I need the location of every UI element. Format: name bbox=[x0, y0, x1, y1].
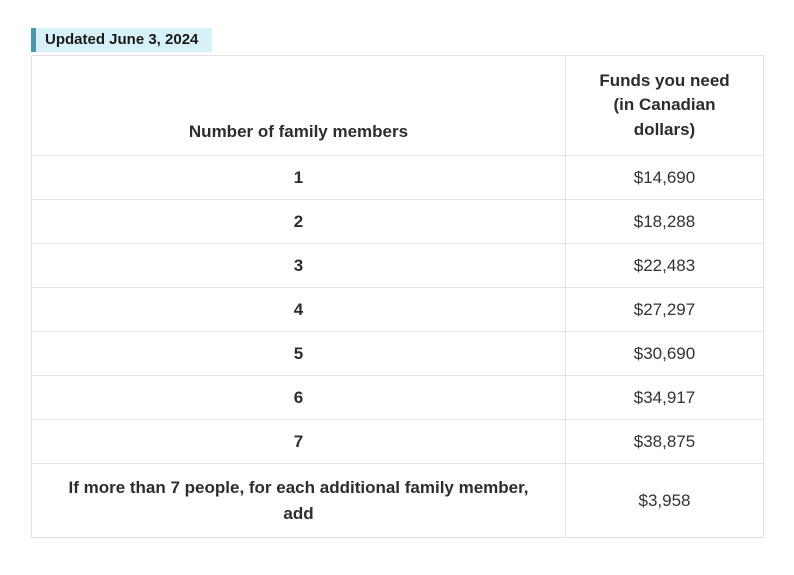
table-row: 3 $22,483 bbox=[31, 243, 764, 288]
members-cell: 3 bbox=[31, 243, 566, 288]
members-cell: 2 bbox=[31, 199, 566, 244]
funds-cell: $3,958 bbox=[565, 463, 764, 538]
members-cell: 5 bbox=[31, 331, 566, 376]
updated-badge-label: Updated June 3, 2024 bbox=[45, 31, 199, 48]
table-header: Number of family members Funds you need … bbox=[31, 55, 764, 156]
header-number-of-family-members: Number of family members bbox=[31, 55, 566, 156]
funds-table: Number of family members Funds you need … bbox=[31, 55, 764, 538]
table-row: 1 $14,690 bbox=[31, 155, 764, 200]
table-row: If more than 7 people, for each addition… bbox=[31, 463, 764, 538]
table-row: 7 $38,875 bbox=[31, 419, 764, 464]
table-row: 5 $30,690 bbox=[31, 331, 764, 376]
table-header-row: Number of family members Funds you need … bbox=[31, 55, 764, 156]
header-funds-you-need: Funds you need (in Canadian dollars) bbox=[565, 55, 764, 156]
members-cell: 1 bbox=[31, 155, 566, 200]
funds-cell: $34,917 bbox=[565, 375, 764, 420]
members-cell: 6 bbox=[31, 375, 566, 420]
members-cell: 7 bbox=[31, 419, 566, 464]
funds-cell: $18,288 bbox=[565, 199, 764, 244]
funds-cell: $38,875 bbox=[565, 419, 764, 464]
members-cell: If more than 7 people, for each addition… bbox=[31, 463, 566, 538]
table-row: 6 $34,917 bbox=[31, 375, 764, 420]
funds-cell: $14,690 bbox=[565, 155, 764, 200]
funds-cell: $27,297 bbox=[565, 287, 764, 332]
funds-cell: $30,690 bbox=[565, 331, 764, 376]
members-cell: 4 bbox=[31, 287, 566, 332]
table-body: 1 $14,690 2 $18,288 3 $22,483 4 $27,297 5 $30,690… bbox=[31, 155, 764, 538]
table-row: 2 $18,288 bbox=[31, 199, 764, 244]
updated-badge: Updated June 3, 2024 bbox=[31, 28, 213, 52]
table-row: 4 $27,297 bbox=[31, 287, 764, 332]
funds-cell: $22,483 bbox=[565, 243, 764, 288]
